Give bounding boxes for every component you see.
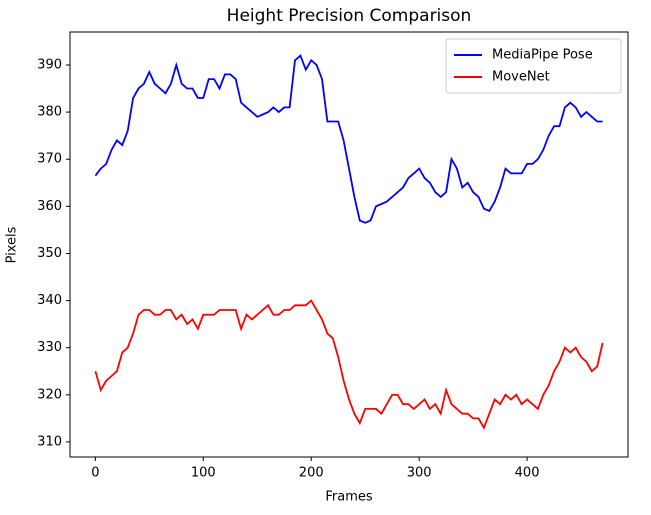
y-tick-label: 330 <box>37 340 62 355</box>
plot-frame <box>69 31 629 458</box>
chart-title: Height Precision Comparison <box>227 6 472 26</box>
y-tick-label: 340 <box>37 293 62 308</box>
x-tick-label: 100 <box>191 466 216 481</box>
series-line <box>94 299 604 430</box>
y-tick-label: 350 <box>37 246 62 261</box>
x-tick-label: 0 <box>91 466 99 481</box>
x-axis-label: Frames <box>325 490 373 505</box>
legend-label: MediaPipe Pose <box>492 48 593 63</box>
y-tick-label: 390 <box>37 57 62 72</box>
x-tick-label: 200 <box>299 466 324 481</box>
y-tick-label: 360 <box>37 199 62 214</box>
y-tick-label: 310 <box>37 434 62 449</box>
y-tick-label: 370 <box>37 152 62 167</box>
legend-box <box>445 38 622 94</box>
series-line <box>94 54 603 224</box>
x-tick-label: 300 <box>407 466 432 481</box>
y-tick-label: 320 <box>37 387 62 402</box>
legend-label: MoveNet <box>492 70 550 85</box>
y-axis-label: Pixels <box>5 226 20 263</box>
x-tick-label: 400 <box>515 466 540 481</box>
y-tick-label: 380 <box>37 105 62 120</box>
